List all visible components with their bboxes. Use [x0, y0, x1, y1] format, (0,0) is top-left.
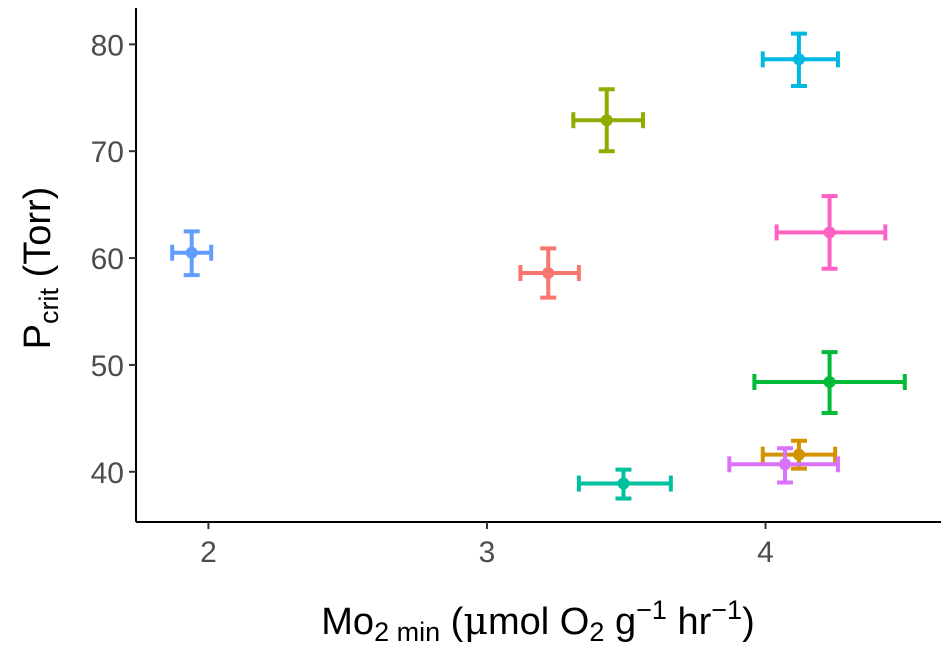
- data-point: [823, 376, 836, 389]
- x-tick-label: 2: [200, 536, 217, 569]
- y-tick-label: 70: [91, 136, 124, 169]
- data-point: [792, 448, 805, 461]
- data-point: [185, 246, 198, 259]
- data-point-group: [752, 350, 907, 416]
- y-tick-label: 40: [91, 457, 124, 490]
- x-axis-title-close: ): [742, 601, 755, 643]
- plot-area: [170, 31, 907, 501]
- data-point: [617, 477, 630, 490]
- y-axis-title-rest: (Torr): [17, 187, 59, 288]
- x-tick-label: 4: [757, 536, 774, 569]
- data-point: [600, 114, 613, 127]
- x-axis-title-mu: μ: [463, 599, 488, 643]
- data-point-group: [571, 87, 645, 154]
- x-axis-title-open: (: [440, 601, 464, 643]
- x-axis-title: Mo2 min (μmol O2 g−1 hr−1): [321, 595, 754, 647]
- data-point-group: [170, 229, 214, 278]
- y-axis-title-base: P: [17, 324, 59, 349]
- x-axis-title-o-sub: 2: [589, 617, 604, 647]
- x-axis-title-hr-sup: −1: [711, 595, 742, 625]
- x-axis-title-sub: 2 min: [374, 617, 440, 647]
- x-axis-title-mol: mol O: [488, 601, 589, 643]
- data-point-group: [774, 194, 888, 271]
- data-point-group: [518, 246, 581, 300]
- y-tick-label: 50: [91, 350, 124, 383]
- data-point: [779, 458, 792, 471]
- x-axis-ticks: 2 3 4: [200, 522, 774, 569]
- data-point-group: [760, 31, 840, 89]
- y-tick-label: 80: [91, 29, 124, 62]
- y-axis-title: Pcrit (Torr): [17, 187, 64, 350]
- data-point-group: [727, 446, 840, 485]
- data-point: [823, 226, 836, 239]
- data-point-group: [576, 467, 673, 501]
- x-axis-title-hr: hr: [667, 601, 712, 643]
- data-point: [792, 53, 805, 66]
- x-axis-title-g-sup: −1: [636, 595, 667, 625]
- x-axis-title-base: Mo: [321, 601, 374, 643]
- y-axis-title-sub: crit: [34, 287, 64, 323]
- y-axis-ticks: 40 50 60 70 80: [91, 29, 136, 490]
- data-point: [542, 267, 555, 280]
- x-axis-title-g: g: [604, 601, 636, 643]
- y-tick-label: 60: [91, 243, 124, 276]
- x-tick-label: 3: [479, 536, 496, 569]
